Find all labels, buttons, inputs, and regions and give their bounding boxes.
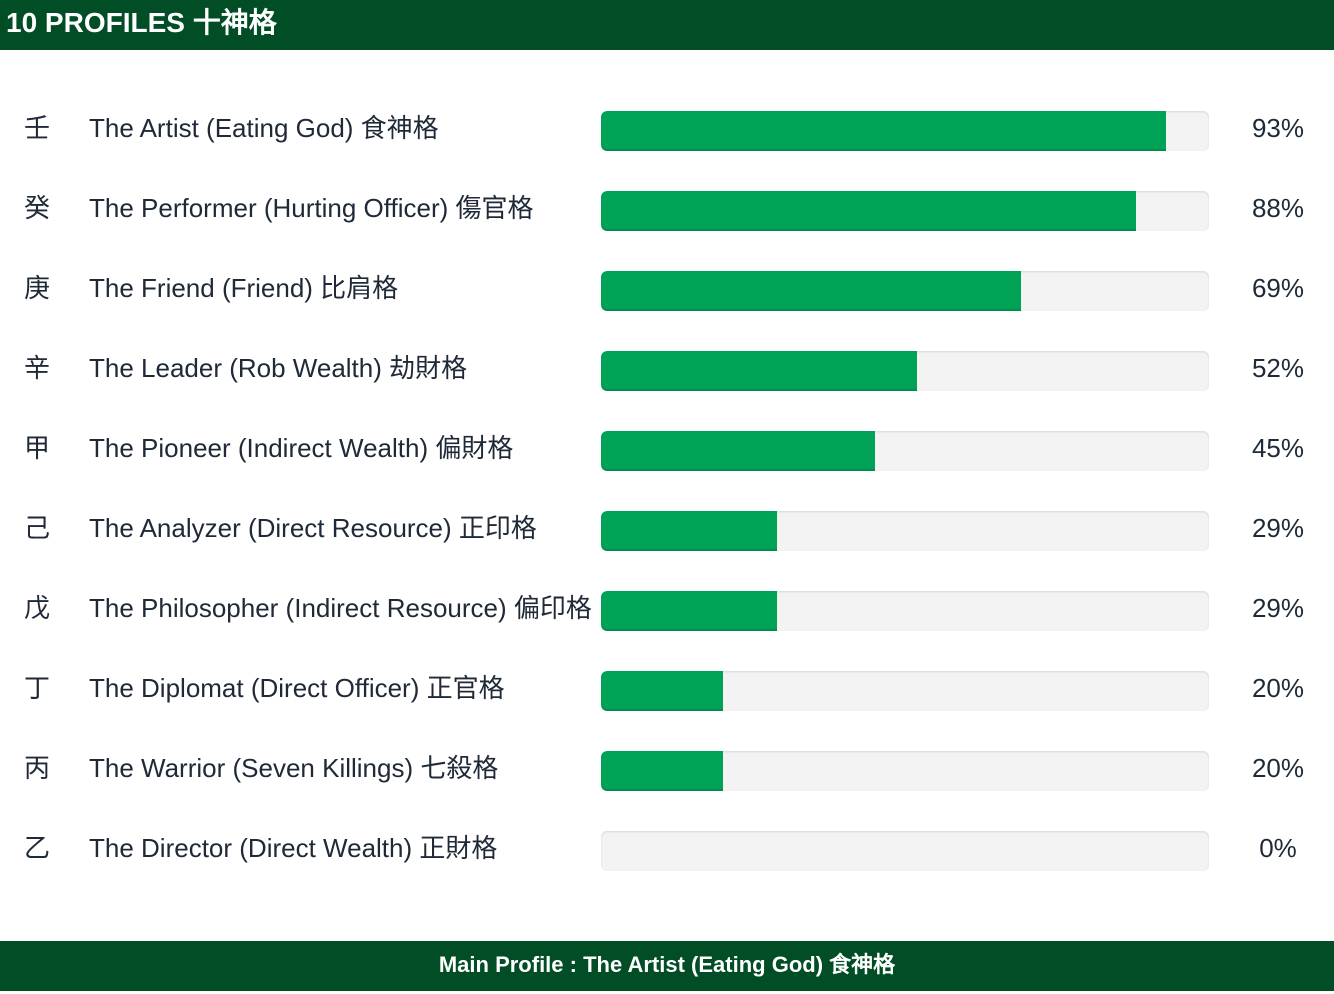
percent-value-label: 29%: [1251, 593, 1305, 623]
profile-name-label: The Diplomat (Direct Officer) 正官格: [89, 673, 505, 703]
bar-track: [601, 591, 1209, 631]
bar-fill: [601, 671, 723, 711]
main-profile-text: Main Profile : The Artist (Eating God) 食…: [438, 952, 896, 977]
bar-fill: [601, 191, 1137, 231]
profile-row: 己 The Analyzer (Direct Resource) 正印格 29%: [0, 488, 1334, 568]
bar-track: [601, 431, 1209, 471]
bar-track: [601, 271, 1209, 311]
percent-value-label: 29%: [1251, 513, 1305, 543]
heavenly-stem-label: 壬: [24, 113, 51, 143]
percent-value-label: 69%: [1251, 273, 1305, 303]
profile-row: 丁 The Diplomat (Direct Officer) 正官格 20%: [0, 648, 1334, 728]
profile-name-label: The Pioneer (Indirect Wealth) 偏財格: [89, 433, 514, 463]
main-profile-footer: Main Profile : The Artist (Eating God) 食…: [0, 941, 1334, 991]
profile-row: 乙 The Director (Direct Wealth) 正財格 0%: [0, 808, 1334, 888]
profile-row: 辛 The Leader (Rob Wealth) 劫財格 52%: [0, 328, 1334, 408]
profile-bar-chart: 壬 The Artist (Eating God) 食神格 93% 癸 The Perf…: [0, 88, 1334, 888]
bar-track: [601, 191, 1209, 231]
percent-value-label: 93%: [1251, 113, 1305, 143]
profile-name-label: The Leader (Rob Wealth) 劫財格: [89, 353, 468, 383]
profile-row: 壬 The Artist (Eating God) 食神格 93%: [0, 88, 1334, 168]
bar-fill: [601, 431, 875, 471]
percent-value-label: 20%: [1251, 673, 1305, 703]
profile-row: 戊 The Philosopher (Indirect Resource) 偏印格…: [0, 568, 1334, 648]
bar-fill: [601, 111, 1167, 151]
percent-value-label: 45%: [1251, 433, 1305, 463]
bar-fill: [601, 351, 918, 391]
bar-track: [601, 111, 1209, 151]
profile-name-label: The Performer (Hurting Officer) 傷官格: [89, 193, 534, 223]
profile-name-label: The Director (Direct Wealth) 正財格: [89, 833, 498, 863]
bar-fill: [601, 751, 723, 791]
bar-fill: [601, 511, 778, 551]
heavenly-stem-label: 乙: [24, 833, 51, 863]
bar-track: [601, 351, 1209, 391]
profile-name-label: The Analyzer (Direct Resource) 正印格: [89, 513, 537, 543]
heavenly-stem-label: 丁: [24, 673, 51, 703]
heavenly-stem-label: 己: [24, 513, 51, 543]
heavenly-stem-label: 癸: [24, 193, 51, 223]
profile-row: 庚 The Friend (Friend) 比肩格 69%: [0, 248, 1334, 328]
heavenly-stem-label: 庚: [24, 273, 51, 303]
bar-fill: [601, 271, 1021, 311]
profile-row: 癸 The Performer (Hurting Officer) 傷官格 88%: [0, 168, 1334, 248]
heavenly-stem-label: 戊: [24, 593, 51, 623]
profile-name-label: The Artist (Eating God) 食神格: [89, 113, 439, 143]
percent-value-label: 88%: [1251, 193, 1305, 223]
percent-value-label: 52%: [1251, 353, 1305, 383]
bar-track: [601, 831, 1209, 871]
heavenly-stem-label: 辛: [24, 353, 51, 383]
heavenly-stem-label: 丙: [24, 753, 51, 783]
percent-value-label: 20%: [1251, 753, 1305, 783]
profile-name-label: The Friend (Friend) 比肩格: [89, 273, 399, 303]
bar-track: [601, 671, 1209, 711]
page-title: 10 PROFILES 十神格: [6, 7, 277, 38]
page-header: 10 PROFILES 十神格: [0, 0, 1334, 50]
percent-value-label: 0%: [1259, 833, 1297, 863]
bar-fill: [601, 591, 778, 631]
heavenly-stem-label: 甲: [24, 433, 51, 463]
bar-track: [601, 751, 1209, 791]
bar-track: [601, 511, 1209, 551]
profile-row: 甲 The Pioneer (Indirect Wealth) 偏財格 45%: [0, 408, 1334, 488]
profile-name-label: The Philosopher (Indirect Resource) 偏印格: [89, 593, 592, 623]
profile-row: 丙 The Warrior (Seven Killings) 七殺格 20%: [0, 728, 1334, 808]
profile-name-label: The Warrior (Seven Killings) 七殺格: [89, 753, 499, 783]
